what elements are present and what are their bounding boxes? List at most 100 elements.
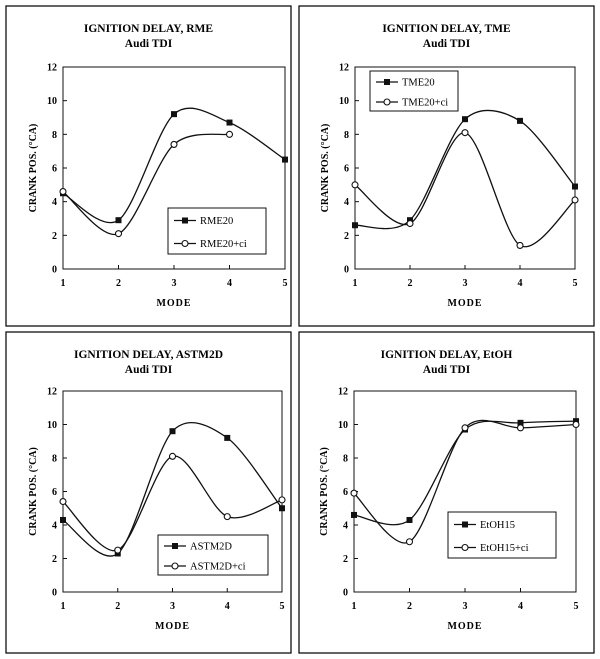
data-point-EtOH15+ci — [516, 424, 525, 432]
chart-title: IGNITION DELAY, EtOH — [381, 349, 513, 361]
data-point-TME20+ci — [516, 241, 524, 249]
chart-title: IGNITION DELAY, ASTM2D — [74, 349, 223, 361]
legend-marker-circle — [181, 239, 189, 248]
data-point-ASTM2D — [169, 428, 176, 435]
legend-label: RME20+ci — [200, 239, 247, 250]
data-point-EtOH15 — [517, 419, 524, 426]
data-point-TME20 — [462, 116, 468, 123]
data-point-TME20+ci — [351, 181, 359, 189]
series-line-RME20 — [62, 107, 286, 224]
plot-area — [353, 390, 577, 593]
legend-marker-square — [384, 79, 390, 85]
x-tick-label: 5 — [283, 278, 288, 289]
legend-label: TME20 — [402, 78, 435, 89]
y-tick-label: 0 — [344, 265, 349, 276]
x-tick-label: 2 — [115, 601, 120, 612]
y-axis-label: CRANK POS. (°CA) — [28, 447, 39, 536]
x-axis-label: MODE — [156, 298, 191, 309]
y-tick-label: 0 — [52, 588, 57, 599]
panel-frame — [298, 331, 595, 654]
y-tick-label: 12 — [47, 387, 57, 398]
legend-marker-square — [462, 521, 468, 528]
y-axis-label: CRANK POS. (°CA) — [28, 124, 39, 213]
y-tick-label: 4 — [344, 197, 349, 208]
data-point-ASTM2D+ci — [278, 496, 286, 504]
x-tick-label: 5 — [573, 278, 578, 289]
chart-title: IGNITION DELAY, RME — [84, 23, 214, 35]
y-axis-label: CRANK POS. (°CA) — [319, 447, 330, 536]
panel-frame — [298, 5, 595, 327]
y-tick-label: 4 — [52, 197, 57, 208]
data-point-TME20+ci — [406, 220, 414, 228]
y-axis-label: CRANK POS. (°CA) — [320, 124, 331, 213]
data-point-TME20+ci — [571, 196, 579, 204]
x-tick-label: 4 — [227, 278, 232, 289]
data-point-ASTM2D — [224, 434, 231, 441]
data-point-ASTM2D+ci — [223, 513, 231, 521]
legend-label: EtOH15+ci — [480, 543, 529, 554]
series-line-EtOH15+ci — [353, 419, 577, 544]
y-tick-label: 2 — [52, 231, 57, 242]
data-point-TME20 — [572, 183, 578, 190]
data-point-ASTM2D+ci — [59, 497, 67, 506]
legend: RME20 RME20+ci — [167, 207, 267, 255]
series-line-TME20+ci — [354, 132, 576, 248]
chart-subtitle: Audi TDI — [423, 38, 471, 50]
y-tick-label: 10 — [339, 96, 349, 107]
series-line-TME20 — [354, 109, 576, 230]
data-point-ASTM2D — [279, 505, 285, 512]
y-tick-label: 4 — [52, 521, 57, 532]
x-tick-label: 5 — [280, 601, 285, 612]
panel-frame — [5, 331, 292, 654]
data-point-EtOH15+ci — [350, 489, 358, 497]
data-point-TME20+ci — [461, 129, 469, 137]
data-point-TME20 — [352, 222, 358, 229]
x-tick-label: 1 — [353, 278, 358, 289]
y-tick-label: 8 — [343, 454, 348, 465]
legend-marker-circle — [383, 98, 391, 106]
panel-frame — [5, 5, 292, 327]
y-tick-label: 10 — [338, 420, 348, 431]
legend-marker-circle — [461, 543, 469, 552]
x-tick-label: 5 — [574, 601, 579, 612]
y-tick-label: 0 — [343, 588, 348, 599]
y-tick-label: 12 — [47, 63, 57, 74]
x-tick-label: 2 — [116, 278, 121, 289]
legend-label: TME20+ci — [402, 98, 448, 109]
y-tick-label: 8 — [344, 130, 349, 141]
data-point-RME20 — [226, 119, 233, 126]
legend: TME20 TME20+ci — [369, 70, 459, 112]
legend-label: ASTM2D+ci — [190, 562, 246, 573]
x-axis-label: MODE — [155, 621, 190, 632]
data-point-EtOH15+ci — [405, 538, 414, 546]
x-tick-label: 4 — [518, 278, 523, 289]
y-tick-label: 6 — [52, 487, 57, 498]
y-tick-label: 2 — [52, 554, 57, 565]
chart-subtitle: Audi TDI — [125, 364, 173, 376]
series-line-EtOH15 — [353, 420, 577, 526]
data-point-ASTM2D — [60, 516, 66, 523]
x-tick-label: 3 — [172, 278, 177, 289]
y-tick-label: 10 — [47, 420, 57, 431]
y-tick-label: 6 — [343, 487, 348, 498]
x-tick-label: 2 — [408, 278, 413, 289]
y-tick-label: 10 — [47, 96, 57, 107]
x-tick-label: 4 — [518, 601, 523, 612]
x-axis-label: MODE — [447, 621, 482, 632]
legend-marker-square — [172, 543, 178, 549]
legend: EtOH15 EtOH15+ci — [447, 511, 557, 559]
x-tick-label: 4 — [225, 601, 230, 612]
data-point-RME20+ci — [225, 130, 234, 138]
x-tick-label: 1 — [61, 278, 66, 289]
data-point-RME20 — [282, 156, 288, 163]
data-point-RME20+ci — [170, 140, 178, 148]
data-point-EtOH15 — [351, 511, 357, 518]
x-tick-label: 3 — [463, 278, 468, 289]
chart-subtitle: Audi TDI — [125, 38, 173, 50]
y-tick-label: 8 — [52, 130, 57, 141]
data-point-EtOH15 — [406, 516, 413, 523]
y-tick-label: 8 — [52, 454, 57, 465]
